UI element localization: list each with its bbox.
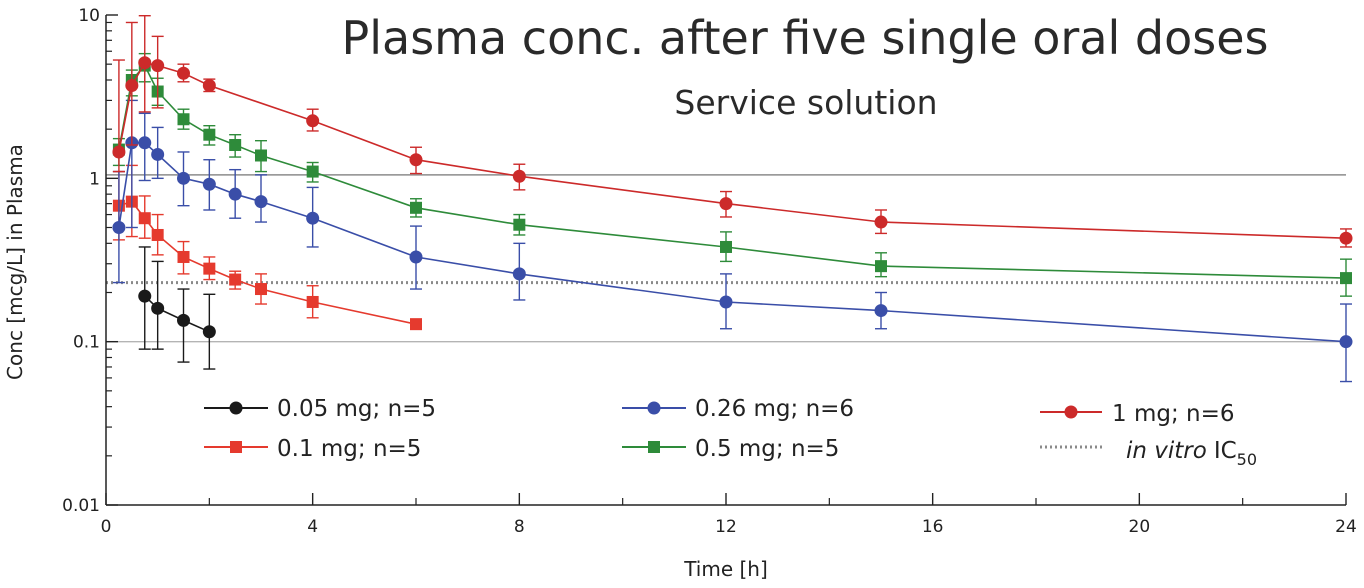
data-point-0-26-mg-n-6 <box>138 136 152 150</box>
data-point-0-5-mg-n-5 <box>410 201 422 214</box>
series-line-0-05-mg-n-5 <box>144 295 210 333</box>
x-tick-label-8: 8 <box>514 517 525 537</box>
legend-label-0-5mg: 0.5 mg; n=5 <box>695 436 839 462</box>
data-point-1-mg-n-6 <box>719 197 733 211</box>
legend-ic50-prefix: in vitro <box>1126 438 1207 464</box>
x-axis-label: Time [h] <box>683 557 768 581</box>
data-point-0-26-mg-n-6 <box>512 267 526 281</box>
data-point-0-1-mg-n-5 <box>203 262 216 275</box>
legend: 0.05 mg; n=5 0.1 mg; n=5 0.26 mg; n=6 0.… <box>204 396 1257 469</box>
data-point-0-5-mg-n-5 <box>229 138 242 151</box>
legend-label-ic50: in vitro IC50 <box>1126 438 1257 469</box>
data-point-0-26-mg-n-6 <box>1339 335 1353 349</box>
data-point-0-5-mg-n-5 <box>720 240 732 253</box>
data-point-1-mg-n-6 <box>306 114 320 128</box>
data-point-0-5-mg-n-5 <box>177 113 190 126</box>
legend-marker-0-26-mg-n-6 <box>647 401 661 415</box>
legend-marker-0-1-mg-n-5 <box>230 441 242 453</box>
x-tick-label-4: 4 <box>307 517 318 537</box>
data-point-0-1-mg-n-5 <box>255 283 267 296</box>
legend-label-0-05mg: 0.05 mg; n=5 <box>277 396 436 422</box>
data-point-0-26-mg-n-6 <box>151 147 165 161</box>
data-point-1-mg-n-6 <box>1339 231 1353 245</box>
data-point-0-26-mg-n-6 <box>409 250 423 264</box>
series-0-05-mg-n-5 <box>138 246 216 370</box>
data-point-0-1-mg-n-5 <box>410 318 422 331</box>
data-point-0-1-mg-n-5 <box>138 212 151 225</box>
data-point-1-mg-n-6 <box>512 169 526 183</box>
data-point-0-26-mg-n-6 <box>306 211 320 225</box>
chart-subtitle: Service solution <box>674 83 937 122</box>
data-point-0-5-mg-n-5 <box>203 128 216 141</box>
data-point-0-1-mg-n-5 <box>177 250 190 263</box>
legend-ic50-subscript: 50 <box>1237 450 1257 469</box>
data-point-0-26-mg-n-6 <box>719 295 733 309</box>
data-point-1-mg-n-6 <box>138 56 152 70</box>
data-point-0-1-mg-n-5 <box>229 273 242 286</box>
data-point-0-05-mg-n-5 <box>177 313 190 327</box>
legend-entry-0-5mg: 0.5 mg; n=5 <box>622 436 839 462</box>
data-point-0-5-mg-n-5 <box>1340 272 1352 285</box>
series-line-0-1-mg-n-5 <box>118 200 417 325</box>
data-point-0-1-mg-n-5 <box>306 295 319 308</box>
data-point-0-5-mg-n-5 <box>306 165 319 178</box>
data-point-0-26-mg-n-6 <box>874 304 888 318</box>
data-point-1-mg-n-6 <box>177 66 190 80</box>
legend-entry-1mg: 1 mg; n=6 <box>1040 401 1235 427</box>
legend-entry-0-1mg: 0.1 mg; n=5 <box>204 436 421 462</box>
data-point-0-05-mg-n-5 <box>151 301 165 315</box>
data-point-0-26-mg-n-6 <box>254 195 268 209</box>
series-0-26-mg-n-6 <box>112 99 1353 383</box>
y-tick-label-0-01: 0.01 <box>62 496 100 516</box>
data-point-1-mg-n-6 <box>874 215 888 229</box>
legend-entry-ic50: in vitro IC50 <box>1040 438 1257 469</box>
y-tick-label-10: 10 <box>78 6 100 26</box>
x-tick-label-0: 0 <box>101 517 112 537</box>
x-tick-label-16: 16 <box>922 517 944 537</box>
legend-marker-0-05-mg-n-5 <box>229 401 243 415</box>
data-point-1-mg-n-6 <box>125 79 139 93</box>
data-point-0-26-mg-n-6 <box>228 187 242 201</box>
legend-label-0-1mg: 0.1 mg; n=5 <box>277 436 421 462</box>
y-tick-label-0-1: 0.1 <box>73 333 100 353</box>
legend-label-0-26mg: 0.26 mg; n=6 <box>695 396 854 422</box>
series-line-0-26-mg-n-6 <box>118 142 1347 343</box>
axes: 0.01 0.1 1 10 0 4 8 12 16 20 24 <box>62 6 1357 537</box>
series-layer <box>112 15 1353 383</box>
data-point-1-mg-n-6 <box>112 145 126 159</box>
data-point-0-05-mg-n-5 <box>202 325 216 339</box>
legend-entry-0-05mg: 0.05 mg; n=5 <box>204 396 436 422</box>
data-point-0-26-mg-n-6 <box>112 221 126 235</box>
chart-title: Plasma conc. after five single oral dose… <box>341 11 1268 65</box>
legend-label-1mg: 1 mg; n=6 <box>1112 401 1235 427</box>
data-point-1-mg-n-6 <box>409 153 423 167</box>
data-point-0-5-mg-n-5 <box>255 149 267 162</box>
y-tick-label-1: 1 <box>89 169 100 189</box>
x-tick-label-24: 24 <box>1335 517 1357 537</box>
data-point-1-mg-n-6 <box>202 79 216 93</box>
data-point-0-26-mg-n-6 <box>202 177 216 191</box>
data-point-1-mg-n-6 <box>151 59 165 73</box>
x-tick-label-12: 12 <box>715 517 737 537</box>
legend-marker-1-mg-n-6 <box>1064 405 1078 419</box>
legend-marker-0-5-mg-n-5 <box>648 441 660 453</box>
data-point-0-1-mg-n-5 <box>151 228 164 241</box>
data-point-0-5-mg-n-5 <box>875 260 887 273</box>
y-axis-label: Conc [mcg/L] in Plasma <box>3 144 27 380</box>
data-point-0-5-mg-n-5 <box>513 218 526 231</box>
series-1-mg-n-6 <box>112 15 1353 248</box>
legend-ic50-label: IC <box>1214 438 1237 464</box>
x-tick-label-20: 20 <box>1129 517 1151 537</box>
data-point-0-05-mg-n-5 <box>138 289 152 303</box>
legend-entry-0-26mg: 0.26 mg; n=6 <box>622 396 854 422</box>
data-point-0-26-mg-n-6 <box>177 171 190 185</box>
